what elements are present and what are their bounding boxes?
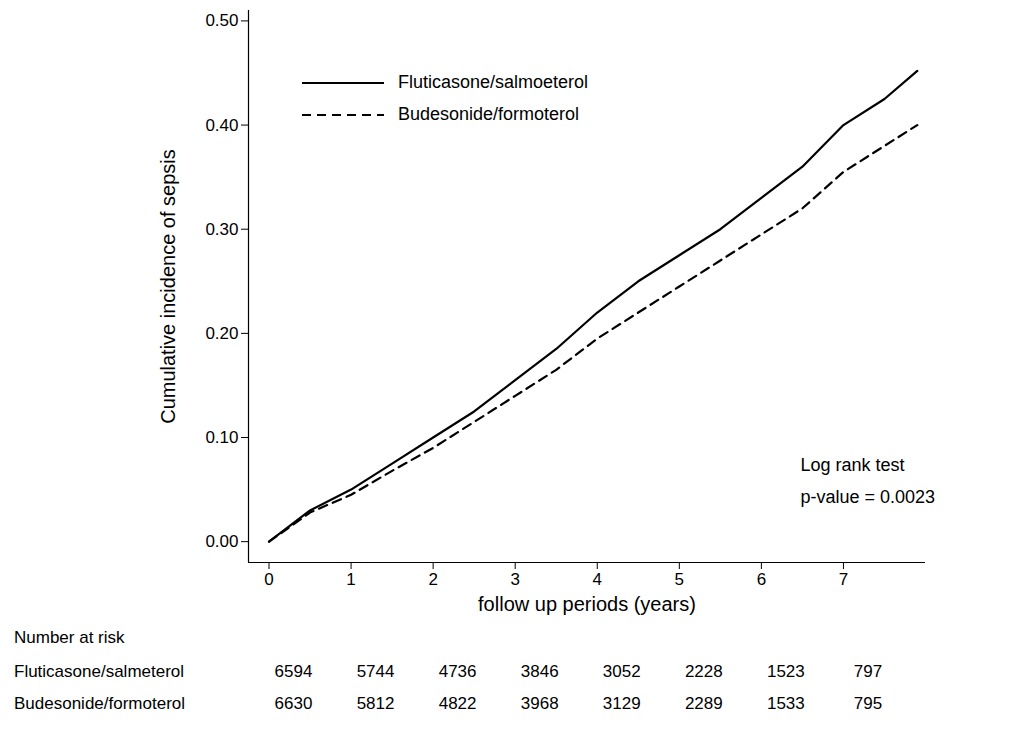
svg-text:Cumulative incidence of sepsis: Cumulative incidence of sepsis	[157, 149, 179, 424]
svg-text:0.40: 0.40	[205, 116, 238, 135]
html-text:Fluticasone/salmeterol: Fluticasone/salmeterol	[14, 662, 185, 681]
html-text:797: 797	[853, 662, 883, 681]
html-text:4736: 4736	[438, 662, 477, 681]
html-text:6630: 6630	[274, 694, 313, 713]
svg-text:0.00: 0.00	[205, 532, 238, 551]
svg-text:0.50: 0.50	[205, 11, 238, 30]
svg-text:7: 7	[839, 570, 848, 589]
svg-text:follow up periods (years): follow up periods (years)	[478, 593, 696, 615]
html-text:4822: 4822	[438, 694, 477, 713]
html-text:Budesonide/formoterol: Budesonide/formoterol	[398, 104, 580, 124]
html-text:5812: 5812	[356, 694, 395, 713]
html-text:3846: 3846	[520, 662, 559, 681]
svg-text:0: 0	[264, 570, 273, 589]
html-text:6594: 6594	[274, 662, 313, 681]
html-text:2289: 2289	[684, 694, 723, 713]
svg-text:4: 4	[593, 570, 602, 589]
html-text:2228: 2228	[684, 662, 723, 681]
html-text:Number at risk: Number at risk	[14, 628, 125, 647]
html-text:3052: 3052	[602, 662, 641, 681]
svg-text:1: 1	[346, 570, 355, 589]
svg-text:0.20: 0.20	[205, 324, 238, 343]
html-text:Budesonide/formoterol: Budesonide/formoterol	[14, 694, 185, 713]
html-text:3129: 3129	[602, 694, 641, 713]
svg-text:0.30: 0.30	[205, 220, 238, 239]
svg-text:0.10: 0.10	[205, 428, 238, 447]
svg-text:3: 3	[510, 570, 519, 589]
html-text:5744: 5744	[356, 662, 395, 681]
svg-text:Log rank testp-value = 0.0023: Log rank testp-value = 0.0023	[801, 455, 936, 507]
svg-text:2: 2	[428, 570, 437, 589]
html-text:Fluticasone/salmoeterol: Fluticasone/salmoeterol	[398, 72, 589, 92]
svg-text:6: 6	[757, 570, 766, 589]
html-text:1533: 1533	[767, 694, 805, 713]
html-text:1523: 1523	[767, 662, 805, 681]
html-text:795: 795	[853, 694, 883, 713]
html-text:3968: 3968	[520, 694, 559, 713]
svg-text:5: 5	[675, 570, 684, 589]
